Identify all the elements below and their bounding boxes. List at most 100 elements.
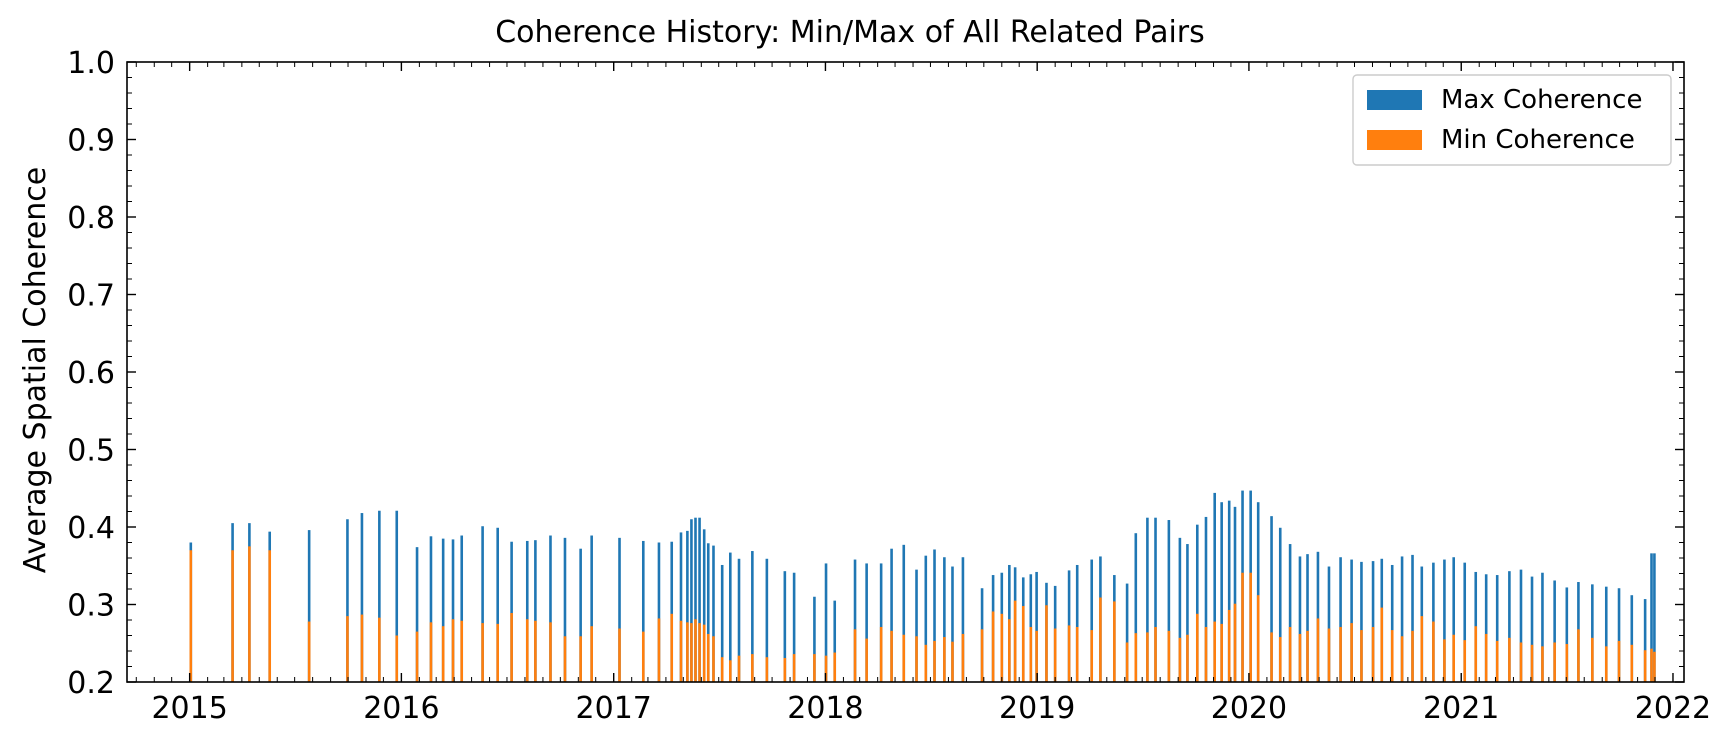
min-coherence-bar-115 bbox=[1565, 644, 1569, 682]
max-coherence-bar-71 bbox=[1125, 583, 1129, 682]
min-coherence-bar-94 bbox=[1339, 626, 1342, 682]
min-coherence-bar-107 bbox=[1474, 626, 1478, 682]
min-coherence-bar-29 bbox=[690, 623, 693, 682]
max-coherence-bar-31 bbox=[698, 517, 701, 682]
x-tick-label: 2016 bbox=[363, 691, 439, 726]
min-coherence-bar-18 bbox=[534, 620, 537, 682]
max-coherence-bar-17 bbox=[525, 540, 529, 682]
max-coherence-bar-15 bbox=[496, 527, 499, 682]
x-tick-label: 2020 bbox=[1211, 691, 1287, 726]
max-coherence-bar-95 bbox=[1350, 559, 1353, 682]
x-tick-label: 2017 bbox=[576, 691, 652, 726]
min-coherence-bar-114 bbox=[1553, 642, 1556, 682]
max-coherence-bar-74 bbox=[1154, 517, 1157, 682]
min-coherence-bar-32 bbox=[702, 624, 706, 682]
min-coherence-bar-31 bbox=[698, 623, 701, 682]
min-coherence-bar-28 bbox=[686, 622, 689, 682]
min-coherence-bar-4 bbox=[307, 621, 311, 682]
max-coherence-bar-119 bbox=[1617, 588, 1621, 682]
x-tick-label: 2021 bbox=[1423, 691, 1499, 726]
max-coherence-bar-76 bbox=[1178, 537, 1182, 682]
max-coherence-bar-117 bbox=[1591, 584, 1594, 682]
max-coherence-bar-9 bbox=[415, 547, 419, 682]
max-coherence-bar-114 bbox=[1553, 580, 1556, 682]
max-coherence-bar-111 bbox=[1519, 569, 1523, 683]
min-coherence-bar-91 bbox=[1306, 630, 1309, 682]
min-coherence-bar-82 bbox=[1227, 609, 1231, 682]
max-coherence-bar-7 bbox=[378, 510, 381, 682]
max-coherence-bar-36 bbox=[729, 552, 732, 682]
min-coherence-bar-73 bbox=[1146, 632, 1149, 682]
min-coherence-bar-93 bbox=[1327, 628, 1331, 682]
max-coherence-bar-67 bbox=[1075, 564, 1079, 682]
max-coherence-bar-77 bbox=[1186, 544, 1189, 682]
min-coherence-bar-86 bbox=[1256, 595, 1260, 682]
max-coherence-bar-13 bbox=[460, 535, 464, 682]
min-coherence-bar-11 bbox=[441, 626, 445, 682]
min-coherence-bar-69 bbox=[1099, 597, 1102, 682]
min-coherence-bar-5 bbox=[346, 616, 349, 683]
min-coherence-bar-123 bbox=[1653, 651, 1656, 682]
max-coherence-bar-14 bbox=[481, 526, 484, 682]
min-coherence-bar-117 bbox=[1591, 637, 1594, 682]
max-coherence-bar-52 bbox=[933, 549, 936, 682]
max-coherence-bar-12 bbox=[451, 539, 455, 682]
min-coherence-bar-103 bbox=[1432, 621, 1435, 682]
max-coherence-bar-26 bbox=[670, 541, 674, 682]
y-tick-label: 0.4 bbox=[67, 511, 115, 546]
max-coherence-bar-54 bbox=[951, 566, 954, 682]
max-coherence-bar-80 bbox=[1213, 492, 1216, 682]
max-coherence-bar-105 bbox=[1452, 557, 1455, 682]
max-coherence-bar-68 bbox=[1090, 559, 1094, 682]
min-coherence-bar-71 bbox=[1125, 642, 1129, 682]
min-coherence-bar-7 bbox=[378, 617, 381, 682]
min-coherence-bar-76 bbox=[1178, 637, 1182, 682]
max-coherence-bar-18 bbox=[534, 540, 537, 682]
min-coherence-bar-8 bbox=[395, 635, 399, 682]
y-tick-label: 1.0 bbox=[67, 46, 115, 81]
min-coherence-bar-90 bbox=[1298, 633, 1302, 682]
min-coherence-bar-48 bbox=[890, 630, 893, 682]
max-coherence-bar-78 bbox=[1195, 524, 1199, 682]
min-coherence-bar-98 bbox=[1380, 607, 1384, 682]
min-coherence-bar-116 bbox=[1577, 629, 1580, 682]
min-coherence-bar-87 bbox=[1270, 632, 1273, 682]
min-coherence-bar-62 bbox=[1029, 626, 1033, 682]
min-coherence-bar-60 bbox=[1013, 600, 1017, 683]
min-coherence-bar-106 bbox=[1463, 640, 1467, 682]
min-coherence-bar-10 bbox=[429, 622, 433, 682]
max-coherence-bar-27 bbox=[679, 532, 683, 682]
max-legend-label: Max Coherence bbox=[1441, 85, 1642, 115]
min-coherence-bar-99 bbox=[1390, 630, 1394, 682]
min-coherence-bar-41 bbox=[792, 654, 796, 682]
max-coherence-bar-121 bbox=[1643, 599, 1647, 682]
max-coherence-bar-112 bbox=[1530, 576, 1534, 682]
min-coherence-bar-16 bbox=[510, 613, 513, 682]
min-coherence-bar-45 bbox=[853, 629, 857, 682]
max-coherence-bar-37 bbox=[737, 558, 741, 682]
min-coherence-bar-104 bbox=[1443, 639, 1446, 683]
max-coherence-bar-29 bbox=[690, 519, 693, 682]
max-coherence-bar-108 bbox=[1484, 574, 1488, 682]
min-coherence-bar-27 bbox=[679, 620, 683, 682]
y-tick-label: 0.3 bbox=[67, 589, 115, 624]
max-coherence-bar-49 bbox=[902, 544, 906, 682]
max-coherence-bar-28 bbox=[686, 530, 689, 683]
min-coherence-bar-52 bbox=[933, 640, 936, 682]
min-coherence-bar-25 bbox=[657, 618, 661, 682]
min-coherence-bar-35 bbox=[720, 657, 724, 682]
min-coherence-bar-109 bbox=[1495, 640, 1499, 682]
min-coherence-bar-110 bbox=[1508, 637, 1511, 682]
min-coherence-bar-20 bbox=[563, 636, 567, 682]
min-coherence-bar-121 bbox=[1643, 650, 1647, 682]
min-coherence-bar-83 bbox=[1233, 603, 1237, 682]
max-coherence-bar-120 bbox=[1630, 595, 1634, 682]
min-coherence-bar-70 bbox=[1113, 601, 1116, 682]
min-coherence-bar-14 bbox=[481, 623, 484, 682]
max-coherence-bar-97 bbox=[1371, 561, 1375, 682]
max-coherence-bar-24 bbox=[641, 540, 645, 682]
min-coherence-bar-13 bbox=[460, 620, 464, 682]
max-coherence-bar-8 bbox=[395, 510, 399, 682]
min-coherence-bar-102 bbox=[1420, 616, 1424, 683]
min-coherence-bar-95 bbox=[1350, 623, 1353, 682]
